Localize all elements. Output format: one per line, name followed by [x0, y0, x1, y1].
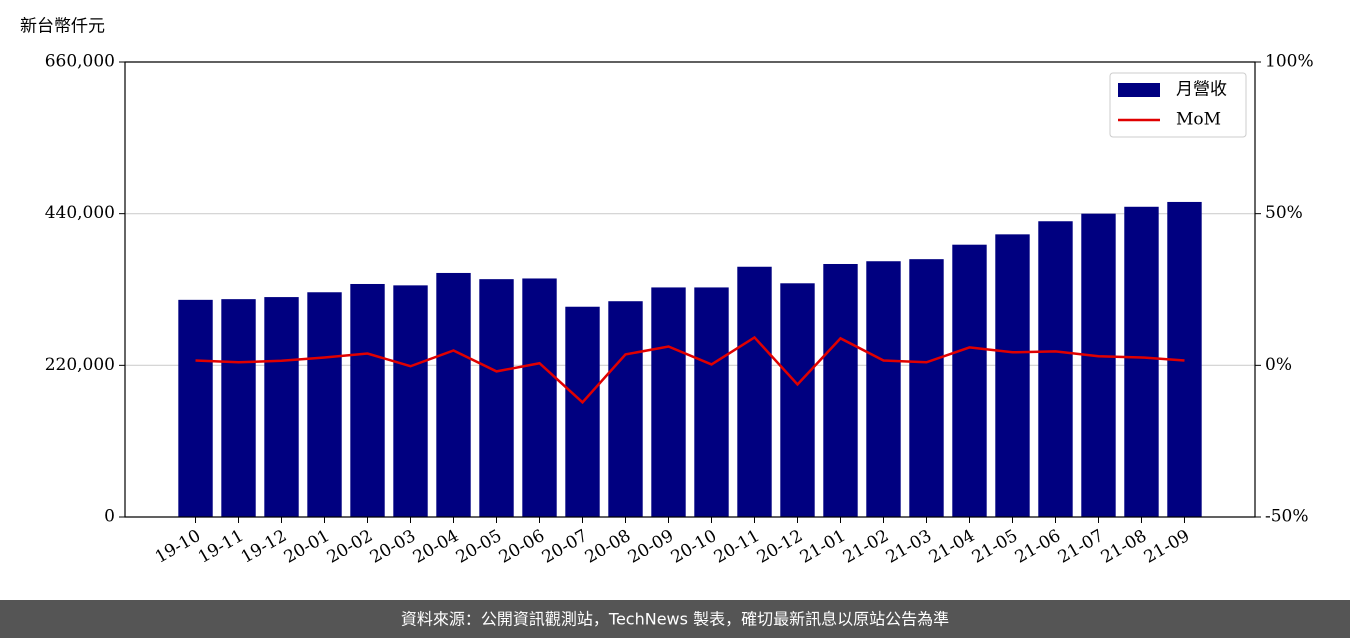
y-tick-label: 0	[104, 507, 115, 527]
line	[195, 335, 1185, 405]
bar	[909, 259, 944, 517]
bar	[651, 287, 686, 517]
legend-swatch	[1118, 83, 1160, 97]
bar	[608, 301, 643, 517]
x-tick-label: 21-08	[1098, 526, 1150, 568]
x-tick-label: 20-03	[367, 526, 419, 568]
bar	[952, 244, 987, 517]
x-tick-label: 20-07	[539, 526, 591, 568]
y2-tick-label: 0%	[1265, 355, 1292, 375]
y-unit-label: 新台幣仟元	[20, 17, 105, 37]
y-tick-label: 440,000	[45, 203, 115, 223]
x-tick-label: 21-09	[1141, 526, 1193, 568]
y-tick-label: 220,000	[45, 355, 115, 375]
legend-label: 月營收	[1176, 80, 1227, 100]
x-tick-label: 20-11	[711, 526, 763, 568]
bar	[522, 278, 557, 517]
x-tick-label: 19-11	[195, 526, 247, 568]
bar	[350, 283, 385, 517]
x-tick-label: 20-04	[410, 526, 462, 568]
bar	[995, 234, 1030, 517]
x-tick-label: 21-01	[797, 526, 849, 568]
x-tick-label: 20-06	[496, 526, 548, 568]
legend-label: MoM	[1176, 110, 1221, 130]
plot-frame	[124, 61, 1256, 518]
y2-tick-label: 100%	[1265, 52, 1314, 72]
x-tick-label: 20-08	[582, 526, 634, 568]
bar	[565, 306, 600, 517]
x-tick-label: 21-05	[969, 526, 1021, 568]
x-tick-label: 19-10	[152, 526, 204, 568]
x-tick-label: 21-03	[883, 526, 935, 568]
x-tick-label: 20-10	[668, 526, 720, 568]
bar	[178, 299, 213, 517]
footer-text: 資料來源：公開資訊觀測站，TechNews 製表，確切最新訊息以原站公告為準	[401, 610, 949, 629]
bar	[307, 292, 342, 517]
bar	[866, 261, 901, 517]
bar	[393, 285, 428, 517]
bar	[1124, 206, 1159, 518]
bar	[694, 287, 729, 517]
bar	[737, 266, 772, 517]
x-tick-label: 20-01	[281, 526, 333, 568]
bar	[479, 279, 514, 517]
bar	[436, 272, 471, 517]
x-tick-label: 19-12	[238, 526, 290, 568]
bar	[823, 263, 858, 517]
x-tick-label: 21-07	[1055, 526, 1107, 568]
x-tick-label: 20-12	[754, 526, 806, 568]
y-tick-label: 660,000	[45, 52, 115, 72]
bar	[1081, 213, 1116, 517]
x-tick-label: 20-02	[324, 526, 376, 568]
x-tick-label: 21-06	[1012, 526, 1064, 568]
footer-bar	[0, 600, 1350, 638]
x-tick-label: 20-09	[625, 526, 677, 568]
y2-tick-label: 50%	[1265, 203, 1303, 223]
x-tick-label: 21-04	[926, 526, 978, 568]
bar	[1038, 221, 1073, 517]
y2-tick-label: -50%	[1265, 507, 1309, 527]
bar	[780, 283, 815, 517]
x-tick-label: 20-05	[453, 526, 505, 568]
x-tick-label: 21-02	[840, 526, 892, 568]
bar	[264, 297, 299, 517]
bar	[221, 299, 256, 517]
